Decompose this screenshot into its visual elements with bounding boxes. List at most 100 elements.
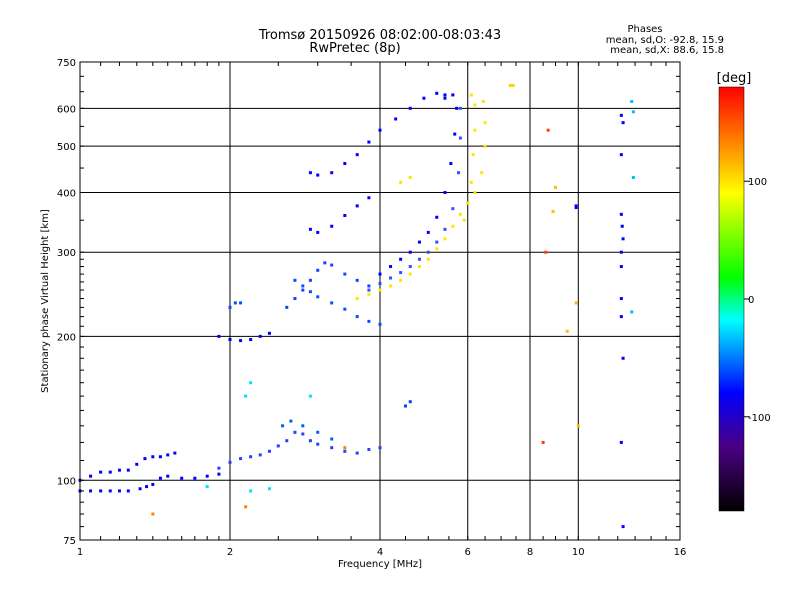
data-point bbox=[330, 171, 334, 175]
data-point bbox=[435, 91, 439, 95]
data-point bbox=[316, 442, 320, 446]
data-point bbox=[449, 161, 453, 165]
data-point bbox=[408, 106, 412, 110]
data-point bbox=[422, 96, 426, 100]
data-point bbox=[151, 512, 155, 516]
data-point bbox=[455, 106, 459, 110]
data-point bbox=[473, 103, 477, 107]
data-point bbox=[443, 237, 447, 241]
colorbar-tick-label: -100 bbox=[748, 413, 771, 424]
data-point bbox=[473, 190, 477, 194]
data-point bbox=[267, 331, 271, 335]
data-point bbox=[205, 485, 209, 489]
data-point bbox=[244, 394, 248, 398]
data-point bbox=[426, 250, 430, 254]
data-point bbox=[443, 93, 447, 97]
phases-o-line: mean, sd,O: -92.8, 15.9 bbox=[606, 35, 724, 46]
data-point bbox=[343, 161, 347, 165]
data-point bbox=[576, 424, 580, 428]
data-point bbox=[233, 301, 237, 305]
data-point bbox=[553, 185, 557, 189]
data-point bbox=[367, 292, 371, 296]
data-point bbox=[574, 204, 578, 208]
data-point bbox=[458, 212, 462, 216]
data-point bbox=[399, 180, 403, 184]
x-tick-label: 4 bbox=[377, 547, 383, 558]
data-point bbox=[367, 288, 371, 292]
data-point bbox=[343, 449, 347, 453]
data-point bbox=[258, 453, 262, 457]
data-point bbox=[551, 210, 555, 214]
title-group: Tromsø 20150926 08:02:00-08:03:43 RwPret… bbox=[258, 28, 501, 56]
data-point bbox=[126, 489, 130, 493]
data-point bbox=[267, 487, 271, 491]
data-point bbox=[108, 470, 112, 474]
data-point bbox=[546, 128, 550, 132]
data-point bbox=[330, 301, 334, 305]
data-point bbox=[621, 237, 625, 241]
data-point bbox=[457, 171, 461, 175]
x-tick-labels: 1 2 4 6 8 10 16 bbox=[77, 547, 687, 558]
data-point bbox=[426, 230, 430, 234]
data-point bbox=[619, 315, 623, 319]
data-point bbox=[330, 437, 334, 441]
data-point bbox=[330, 263, 334, 267]
data-point bbox=[228, 460, 232, 464]
data-point bbox=[293, 430, 297, 434]
data-point bbox=[574, 301, 578, 305]
data-point bbox=[451, 224, 455, 228]
data-point bbox=[323, 261, 327, 265]
data-point bbox=[135, 462, 139, 466]
data-point bbox=[343, 307, 347, 311]
data-point bbox=[367, 319, 371, 323]
data-point bbox=[403, 404, 407, 408]
data-point bbox=[249, 455, 253, 459]
data-point bbox=[378, 288, 382, 292]
data-point bbox=[399, 278, 403, 282]
data-point bbox=[408, 250, 412, 254]
data-point bbox=[394, 117, 398, 121]
data-point bbox=[228, 338, 232, 342]
data-point bbox=[378, 282, 382, 286]
y-tick-label: 75 bbox=[63, 536, 76, 547]
data-point bbox=[249, 381, 253, 385]
data-point bbox=[417, 257, 421, 261]
data-point bbox=[239, 457, 243, 461]
chart-subtitle: RwPretec (8p) bbox=[309, 41, 400, 56]
data-point bbox=[126, 468, 130, 472]
phases-box: Phases mean, sd,O: -92.8, 15.9 mean, sd,… bbox=[606, 24, 724, 56]
data-point bbox=[453, 132, 457, 136]
data-point bbox=[89, 489, 93, 493]
data-point bbox=[138, 487, 142, 491]
data-point bbox=[378, 322, 382, 326]
data-point bbox=[378, 446, 382, 450]
data-point bbox=[621, 121, 625, 125]
data-point bbox=[205, 474, 209, 478]
data-point bbox=[228, 305, 232, 309]
data-points bbox=[78, 83, 635, 529]
data-point bbox=[249, 338, 253, 342]
data-point bbox=[316, 173, 320, 177]
data-point bbox=[619, 297, 623, 301]
data-point bbox=[443, 96, 447, 100]
data-point bbox=[316, 295, 320, 299]
data-point bbox=[193, 476, 197, 480]
data-point bbox=[293, 297, 297, 301]
data-point bbox=[117, 489, 121, 493]
y-tick-label: 200 bbox=[57, 332, 76, 343]
data-point bbox=[621, 356, 625, 360]
y-tick-label: 300 bbox=[57, 248, 76, 259]
data-point bbox=[308, 394, 312, 398]
data-point bbox=[631, 175, 635, 179]
data-point bbox=[417, 240, 421, 244]
data-point bbox=[301, 424, 305, 428]
data-point bbox=[435, 240, 439, 244]
data-point bbox=[289, 419, 293, 423]
data-point bbox=[308, 171, 312, 175]
data-point bbox=[574, 206, 578, 210]
data-point bbox=[180, 476, 184, 480]
data-point bbox=[281, 424, 285, 428]
data-point bbox=[462, 218, 466, 222]
data-point bbox=[378, 128, 382, 132]
